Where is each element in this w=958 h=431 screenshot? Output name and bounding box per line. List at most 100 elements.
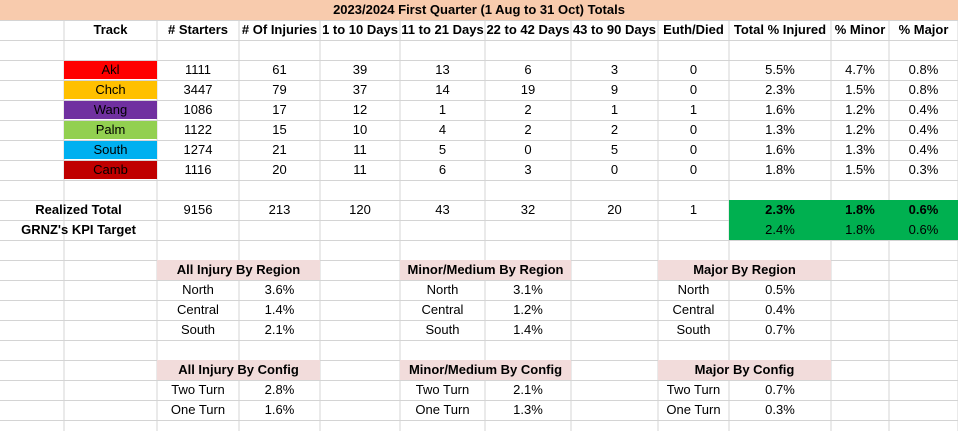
realized-total-cell[interactable]: 1 (689, 202, 698, 217)
summary-row-value[interactable]: 1.4% (513, 322, 543, 337)
realized-total-cell[interactable]: 9156 (183, 202, 213, 217)
track-name-cell[interactable]: Camb (64, 161, 157, 179)
summary-row-value[interactable]: 0.7% (765, 322, 795, 337)
data-cell[interactable]: 1.6% (765, 102, 795, 117)
data-cell[interactable]: 0 (524, 142, 532, 157)
summary-row-value[interactable]: 1.4% (264, 302, 295, 317)
summary-row-label[interactable]: Central (177, 302, 219, 317)
summary-row-label[interactable]: North (426, 282, 459, 297)
data-cell[interactable]: 5 (610, 142, 619, 157)
summary-table-title[interactable]: Minor/Medium By Config (400, 360, 571, 380)
summary-row-value[interactable]: 0.4% (765, 302, 795, 317)
data-cell[interactable]: 6 (438, 162, 447, 177)
data-cell[interactable]: 13 (435, 62, 450, 77)
realized-total-cell[interactable]: 2.3% (765, 202, 795, 217)
summary-table-title[interactable]: Minor/Medium By Region (400, 260, 571, 280)
realized-total-cell[interactable]: 1.8% (845, 202, 875, 217)
summary-row-label[interactable]: Central (672, 302, 715, 317)
track-name-cell[interactable]: Chch (64, 81, 157, 99)
summary-table-title[interactable]: All Injury By Region (157, 260, 320, 280)
data-cell[interactable]: 5 (438, 142, 447, 157)
data-cell[interactable]: 1.3% (765, 122, 795, 137)
summary-row-value[interactable]: 1.2% (513, 302, 543, 317)
data-cell[interactable]: 2 (524, 122, 532, 137)
data-cell[interactable]: 0 (689, 62, 698, 77)
data-cell[interactable]: 2.3% (765, 82, 795, 97)
track-name-cell[interactable]: Palm (64, 121, 157, 139)
realized-total-label[interactable]: Realized Total (35, 202, 122, 217)
kpi-target-cell[interactable]: 2.4% (765, 222, 795, 237)
column-header[interactable]: # Of Injuries (241, 22, 318, 37)
summary-row-label[interactable]: Two Turn (415, 382, 470, 397)
data-cell[interactable]: 0.4% (908, 142, 939, 157)
data-cell[interactable]: 0 (689, 122, 698, 137)
kpi-target-label[interactable]: GRNZ's KPI Target (21, 222, 136, 237)
summary-row-value[interactable]: 1.3% (513, 402, 543, 417)
data-cell[interactable]: 1.2% (845, 122, 875, 137)
data-cell[interactable]: 2 (610, 122, 619, 137)
data-cell[interactable]: 0.4% (908, 102, 939, 117)
data-cell[interactable]: 11 (353, 142, 367, 157)
realized-total-cell[interactable]: 20 (607, 202, 622, 217)
track-name-cell[interactable]: South (64, 141, 157, 159)
data-cell[interactable]: 37 (352, 82, 368, 97)
summary-row-label[interactable]: North (677, 282, 710, 297)
data-cell[interactable]: 14 (435, 82, 450, 97)
data-cell[interactable]: 0.8% (908, 62, 939, 77)
data-cell[interactable]: 79 (272, 82, 287, 97)
data-cell[interactable]: 21 (272, 142, 287, 157)
data-cell[interactable]: 3 (610, 62, 619, 77)
data-cell[interactable]: 1 (610, 102, 619, 117)
column-header[interactable]: Euth/Died (663, 22, 724, 37)
column-header[interactable]: Total % Injured (733, 22, 827, 37)
data-cell[interactable]: 1.6% (765, 142, 795, 157)
data-cell[interactable]: 2 (524, 102, 532, 117)
data-cell[interactable]: 9 (610, 82, 619, 97)
column-header[interactable]: Track (93, 22, 128, 37)
realized-total-cell[interactable]: 32 (520, 202, 536, 217)
summary-row-label[interactable]: South (425, 322, 460, 337)
realized-total-cell[interactable]: 43 (435, 202, 450, 217)
track-name-cell[interactable]: Wang (64, 101, 157, 119)
data-cell[interactable]: 1 (438, 102, 447, 117)
summary-row-label[interactable]: One Turn (415, 402, 470, 417)
data-cell[interactable]: 1086 (183, 102, 213, 117)
data-cell[interactable]: 4 (438, 122, 447, 137)
kpi-target-cell[interactable]: 1.8% (845, 222, 875, 237)
data-cell[interactable]: 1.3% (845, 142, 875, 157)
summary-row-value[interactable]: 1.6% (264, 402, 295, 417)
data-cell[interactable]: 0.4% (908, 122, 939, 137)
data-cell[interactable]: 0 (610, 162, 619, 177)
data-cell[interactable]: 1.5% (845, 82, 875, 97)
realized-total-cell[interactable]: 213 (268, 202, 291, 217)
data-cell[interactable]: 11 (353, 162, 367, 177)
summary-table-title[interactable]: All Injury By Config (157, 360, 320, 380)
summary-row-value[interactable]: 3.1% (513, 282, 543, 297)
summary-row-value[interactable]: 0.5% (765, 282, 795, 297)
data-cell[interactable]: 10 (352, 122, 368, 137)
summary-row-label[interactable]: South (676, 322, 711, 337)
data-cell[interactable]: 0.3% (908, 162, 939, 177)
summary-row-label[interactable]: Two Turn (171, 382, 225, 397)
data-cell[interactable]: 1122 (184, 122, 212, 137)
summary-row-label[interactable]: South (181, 322, 215, 337)
data-cell[interactable]: 1.8% (765, 162, 795, 177)
summary-row-value[interactable]: 2.1% (264, 322, 295, 337)
column-header[interactable]: % Major (898, 22, 949, 37)
data-cell[interactable]: 1274 (183, 142, 213, 157)
summary-row-value[interactable]: 3.6% (264, 282, 295, 297)
realized-total-cell[interactable]: 120 (349, 202, 371, 217)
column-header[interactable]: 22 to 42 Days (486, 22, 570, 37)
data-cell[interactable]: 1.2% (845, 102, 875, 117)
data-cell[interactable]: 5.5% (765, 62, 795, 77)
summary-row-value[interactable]: 2.8% (264, 382, 295, 397)
summary-row-value[interactable]: 0.7% (765, 382, 795, 397)
summary-row-value[interactable]: 2.1% (513, 382, 543, 397)
data-cell[interactable]: 19 (520, 82, 536, 97)
summary-row-label[interactable]: Central (421, 302, 464, 317)
data-cell[interactable]: 1116 (184, 162, 212, 177)
data-cell[interactable]: 17 (272, 102, 287, 117)
data-cell[interactable]: 1.5% (845, 162, 875, 177)
column-header[interactable]: 1 to 10 Days (322, 22, 398, 37)
data-cell[interactable]: 20 (272, 162, 287, 177)
